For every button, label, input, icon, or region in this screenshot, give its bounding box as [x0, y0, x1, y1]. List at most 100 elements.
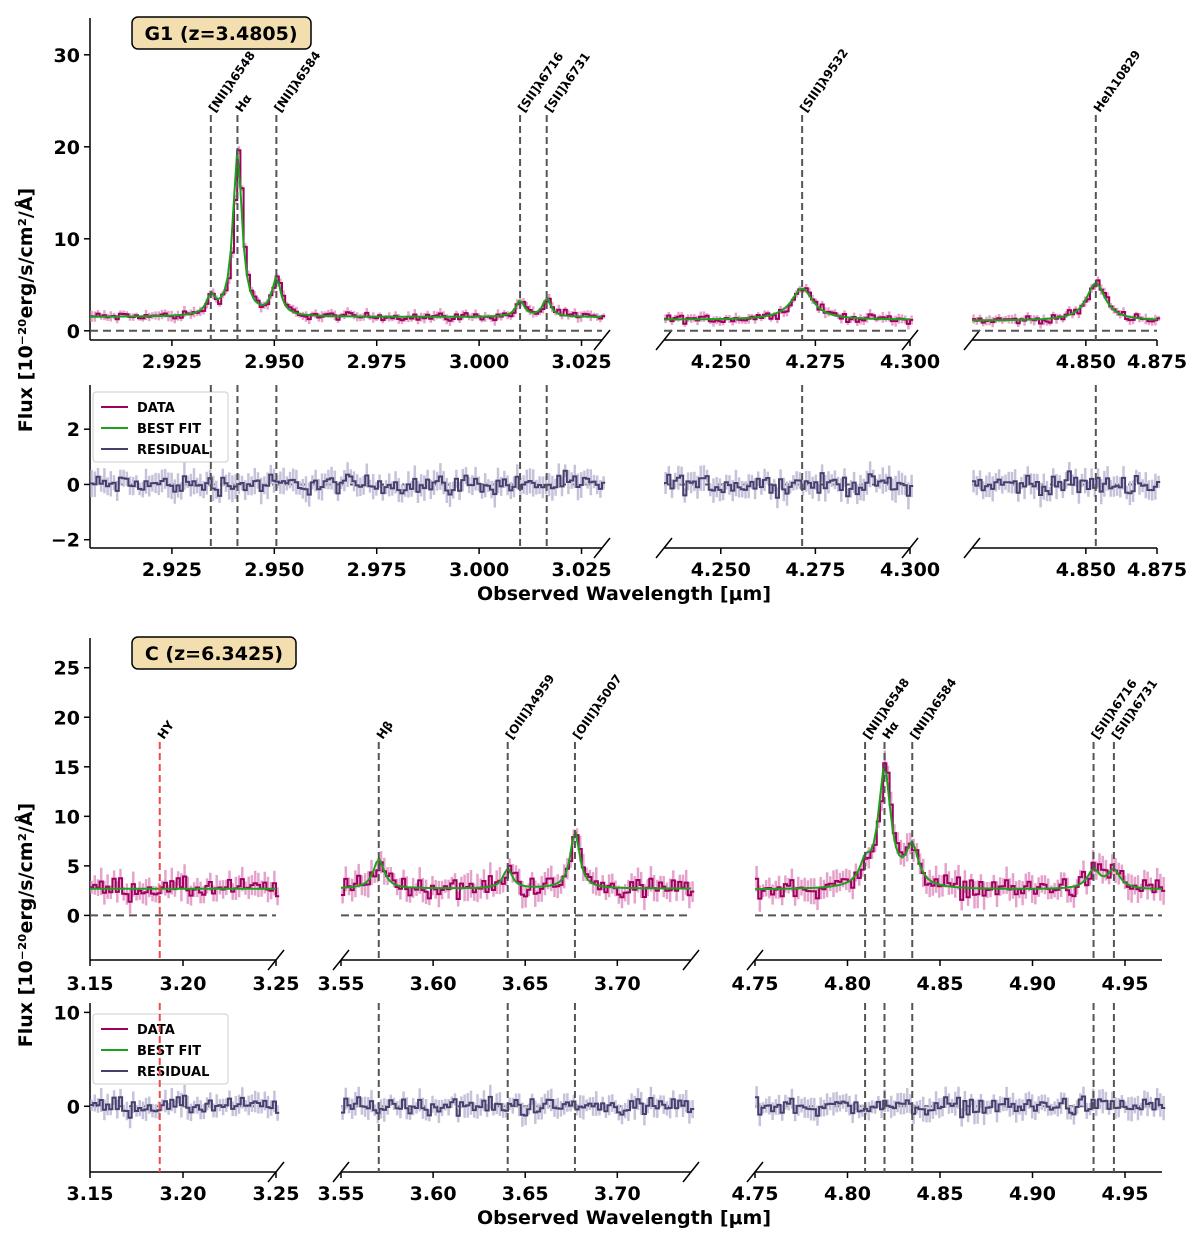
c-seg2-residual-series: [341, 1095, 695, 1117]
c-res-ytick-label: 10: [54, 1002, 80, 1024]
c-seg2-flux-xtick-label: 3.65: [502, 973, 549, 995]
g1-seg3-break-mark-left: [963, 329, 981, 351]
c-seg3-residual-series: [755, 1095, 1166, 1119]
g1-seg1-flux-xtick-label: 3.025: [551, 351, 611, 373]
g1-seg1-data-series: [90, 149, 606, 322]
g1-seg3-residual-series: [972, 470, 1161, 496]
g1-seg2-residual-series: [664, 472, 914, 499]
g1-seg1-break-mark-right: [593, 329, 611, 351]
c-seg1-res-xtick-label: 3.25: [253, 1183, 300, 1205]
g1-seg3-flux-xtick-label: 4.850: [1056, 351, 1116, 373]
c-seg3-flux-xtick-label: 4.90: [1009, 973, 1056, 995]
c-seg2-res-xtick-label: 3.55: [318, 1183, 365, 1205]
c-seg2-flux-xtick-label: 3.60: [410, 973, 457, 995]
g1-legend-data: DATA: [137, 401, 175, 416]
g1-badge-box: [131, 16, 312, 50]
g1-flux-ytick-label: 20: [54, 137, 80, 159]
g1-x-axis-label: Observed Wavelength [μm]: [477, 583, 771, 605]
c-seg3-flux-xtick-label: 4.80: [824, 973, 871, 995]
g1-y-axis-label: Flux [10⁻²⁰erg/s/cm²/Å]: [13, 188, 37, 432]
g1-res-ytick-label: 2: [67, 419, 80, 441]
c-seg1-flux-xtick-label: 3.15: [67, 973, 114, 995]
emission-line-label: Hα: [232, 92, 254, 115]
g1-flux-ytick-label: 10: [54, 229, 80, 251]
emission-line-label: [NII]λ6584: [271, 49, 323, 115]
g1-seg1-flux-xtick-label: 2.925: [142, 351, 202, 373]
c-seg3-res-xtick-label: 4.85: [917, 1183, 964, 1205]
g1-seg3-bestfit-series: [971, 281, 1158, 322]
c-seg2-data-series: [341, 834, 695, 900]
c-seg2-res-xtick-label: 3.60: [410, 1183, 457, 1205]
emission-line-label: [OIII]λ5007: [570, 672, 625, 742]
g1-seg2-flux-xtick-label: 4.300: [880, 351, 940, 373]
g1-legend-box: [92, 391, 229, 463]
c-seg3-res-xtick-label: 4.95: [1102, 1183, 1149, 1205]
c-seg2-break-mark-right: [682, 1161, 700, 1183]
c-seg2-res-xtick-label: 3.65: [502, 1183, 549, 1205]
c-res-ytick-label: 0: [67, 1096, 80, 1118]
g1-seg1-data-errorbars: [90, 146, 605, 326]
c-seg3-res-xtick-label: 4.90: [1009, 1183, 1056, 1205]
g1-legend-fit: BEST FIT: [137, 422, 201, 437]
c-seg3-flux-xtick-label: 4.95: [1102, 973, 1149, 995]
c-x-axis-label: Observed Wavelength [μm]: [477, 1207, 771, 1229]
c-legend-fit: BEST FIT: [137, 1044, 201, 1059]
c-badge-box: [131, 636, 297, 670]
emission-line-label: [NII]λ6584: [907, 676, 959, 742]
g1-seg2-break-mark-left: [655, 329, 673, 351]
c-seg3-res-xtick-label: 4.80: [824, 1183, 871, 1205]
c-y-axis-label: Flux [10⁻²⁰erg/s/cm²/Å]: [13, 803, 37, 1047]
g1-seg1-res-xtick-label: 3.025: [551, 559, 611, 581]
c-seg1-flux-xtick-label: 3.20: [160, 973, 207, 995]
g1-res-ytick-label: −2: [51, 530, 80, 552]
g1-seg2-res-xtick-label: 4.250: [691, 559, 751, 581]
emission-line-label: HeIλ10829: [1091, 48, 1144, 115]
c-seg3-flux-xtick-label: 4.75: [732, 973, 779, 995]
g1-seg1-res-xtick-label: 2.975: [347, 559, 407, 581]
g1-seg1-res-xtick-label: 2.925: [142, 559, 202, 581]
g1-seg1-flux-xtick-label: 3.000: [449, 351, 509, 373]
g1-seg2-flux-xtick-label: 4.250: [691, 351, 751, 373]
g1-seg3-break-mark-left: [963, 537, 981, 559]
c-legend-data: DATA: [137, 1023, 175, 1038]
c-seg2-res-xtick-label: 3.70: [594, 1183, 641, 1205]
g1-seg2-res-xtick-label: 4.300: [880, 559, 940, 581]
g1-seg2-bestfit-series: [664, 287, 910, 321]
g1-badge-label: G1 (z=3.4805): [144, 23, 297, 45]
g1-seg3-flux-xtick-label: 4.875: [1127, 351, 1187, 373]
c-flux-ytick-label: 25: [54, 658, 80, 680]
g1-redshift-badge: G1 (z=3.4805): [131, 16, 312, 50]
c-seg2-flux-xtick-label: 3.55: [318, 973, 365, 995]
c-flux-ytick-label: 20: [54, 707, 80, 729]
c-legend-residual: RESIDUAL: [137, 1065, 209, 1080]
g1-flux-ytick-label: 0: [67, 321, 80, 343]
c-redshift-badge: C (z=6.3425): [131, 636, 297, 670]
g1-seg1-flux-xtick-label: 2.950: [244, 351, 304, 373]
c-flux-ytick-label: 0: [67, 905, 80, 927]
g1-legend-residual: RESIDUAL: [137, 443, 209, 458]
g1-seg1-break-mark-right: [593, 537, 611, 559]
c-flux-ytick-label: 15: [54, 757, 80, 779]
emission-line-label: Hβ: [374, 718, 396, 742]
g1-seg2-data-series: [664, 287, 914, 325]
g1-res-ytick-label: 0: [67, 474, 80, 496]
g1-seg1-bestfit-series: [90, 150, 602, 318]
g1-seg2-flux-xtick-label: 4.275: [785, 351, 845, 373]
g1-seg1-res-xtick-label: 2.950: [244, 559, 304, 581]
g1-seg3-res-xtick-label: 4.875: [1127, 559, 1187, 581]
c-seg3-res-xtick-label: 4.75: [732, 1183, 779, 1205]
c-badge-label: C (z=6.3425): [145, 643, 283, 665]
c-seg1-flux-xtick-label: 3.25: [253, 973, 300, 995]
c-flux-ytick-label: 5: [67, 856, 80, 878]
c-seg1-res-xtick-label: 3.15: [67, 1183, 114, 1205]
g1-seg1-flux-xtick-label: 2.975: [347, 351, 407, 373]
c-seg2-flux-xtick-label: 3.70: [594, 973, 641, 995]
g1-seg2-break-mark-left: [655, 537, 673, 559]
c-seg2-bestfit-series: [340, 831, 691, 890]
g1-seg3-res-xtick-label: 4.850: [1056, 559, 1116, 581]
c-seg1-residual-series: [90, 1094, 280, 1119]
c-seg1-res-xtick-label: 3.20: [160, 1183, 207, 1205]
g1-seg2-res-xtick-label: 4.275: [785, 559, 845, 581]
g1-legend: DATA BEST FIT RESIDUAL: [92, 391, 229, 463]
